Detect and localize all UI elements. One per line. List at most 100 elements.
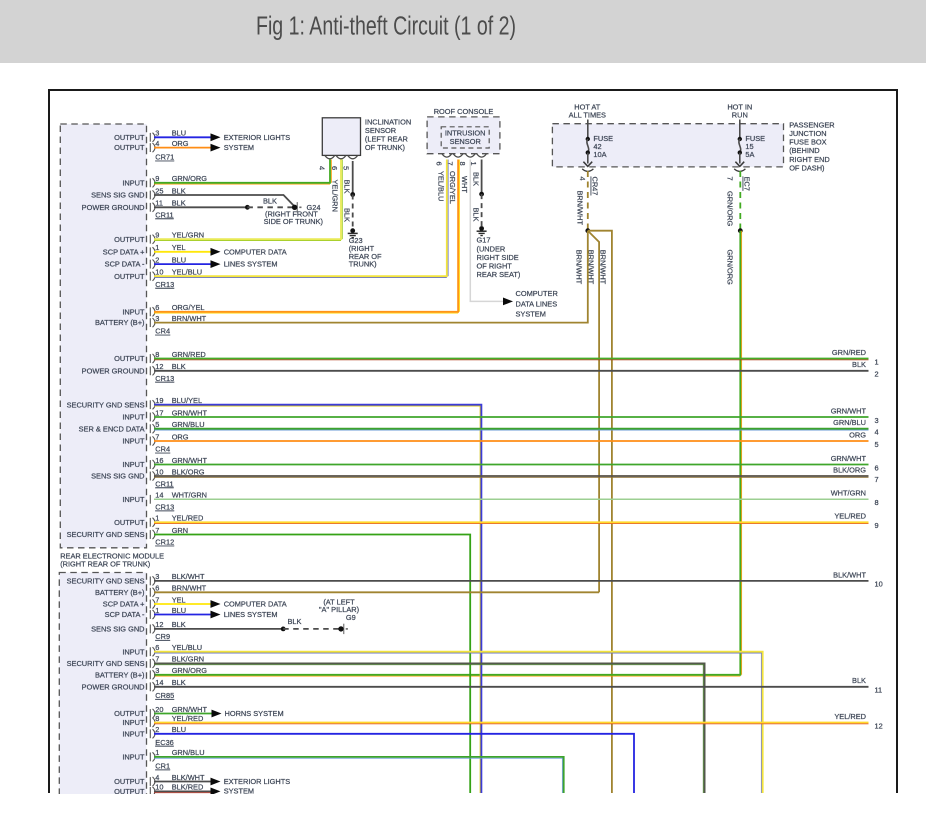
svg-text:BLU: BLU [172,606,186,615]
svg-text:SYSTEM: SYSTEM [224,786,254,795]
svg-text:GRN/ORG: GRN/ORG [726,250,735,286]
svg-text:BLK/RED: BLK/RED [172,783,204,792]
svg-text:9: 9 [875,521,879,530]
svg-text:OUTPUT: OUTPUT [114,235,145,244]
svg-text:ROOF CONSOLE: ROOF CONSOLE [434,107,494,116]
svg-text:INPUT: INPUT [122,647,145,656]
svg-text:42: 42 [593,142,601,151]
svg-text:HORNS SYSTEM: HORNS SYSTEM [225,709,284,718]
svg-text:EC7: EC7 [742,177,751,191]
svg-text:BLK/WHT: BLK/WHT [172,773,205,782]
svg-text:OF TRUNK): OF TRUNK) [365,143,405,152]
svg-text:10: 10 [155,268,163,277]
svg-text:12: 12 [155,362,163,371]
svg-text:7: 7 [155,655,159,664]
svg-text:(RIGHT FRONT: (RIGHT FRONT [265,210,318,219]
svg-text:SYSTEM: SYSTEM [516,309,546,318]
svg-text:8: 8 [875,498,879,507]
svg-text:6: 6 [155,643,159,652]
svg-text:SYSTEM: SYSTEM [224,143,254,152]
svg-text:4: 4 [578,177,587,181]
svg-text:BLU: BLU [172,129,186,138]
svg-text:6: 6 [155,303,159,312]
svg-text:BLK: BLK [172,186,186,195]
svg-text:BRN/WHT: BRN/WHT [574,250,583,285]
svg-text:INPUT: INPUT [122,729,145,738]
svg-text:BATTERY (B+): BATTERY (B+) [95,318,145,327]
svg-text:CR11: CR11 [155,479,173,488]
svg-text:INPUT: INPUT [122,178,145,187]
svg-text:REAR ELECTRONIC MODULE: REAR ELECTRONIC MODULE [60,552,164,561]
svg-text:BLK: BLK [263,196,277,205]
svg-text:(RIGHT: (RIGHT [349,244,375,253]
svg-text:CR85: CR85 [155,691,174,700]
svg-text:12: 12 [155,620,163,629]
svg-text:SENS SIG GND: SENS SIG GND [91,625,144,634]
svg-text:OUTPUT: OUTPUT [114,787,145,796]
svg-text:7: 7 [446,162,455,166]
svg-text:BLK/GRN: BLK/GRN [172,655,204,664]
svg-text:3: 3 [875,416,879,425]
svg-text:YEL/RED: YEL/RED [172,514,204,523]
svg-text:YEL/GRN: YEL/GRN [172,231,204,240]
svg-text:9: 9 [155,231,159,240]
svg-text:POWER GROUND: POWER GROUND [82,366,145,375]
svg-text:OUTPUT: OUTPUT [114,133,145,142]
svg-text:SENS SIG GND: SENS SIG GND [91,472,144,481]
svg-text:COMPUTER: COMPUTER [516,289,558,298]
svg-text:8: 8 [155,714,159,723]
svg-text:COMPUTER DATA: COMPUTER DATA [224,600,287,609]
svg-text:INPUT: INPUT [122,413,145,422]
svg-text:CR9: CR9 [155,632,170,641]
svg-text:(UNDER: (UNDER [477,244,506,253]
svg-text:CR4: CR4 [155,445,170,454]
svg-text:GRN/ORG: GRN/ORG [726,191,735,227]
svg-text:7: 7 [155,526,159,535]
svg-text:10A: 10A [593,150,606,159]
svg-text:GRN/WHT: GRN/WHT [831,406,867,415]
svg-text:JUNCTION: JUNCTION [789,129,826,138]
svg-text:INPUT: INPUT [122,307,145,316]
svg-text:11: 11 [875,686,883,695]
svg-text:PASSENGER: PASSENGER [789,120,834,129]
svg-text:SECURITY GND SENS: SECURITY GND SENS [67,400,145,409]
svg-text:BRN/WHT: BRN/WHT [586,250,595,285]
svg-text:BLK/ORG: BLK/ORG [172,467,205,476]
svg-text:10: 10 [875,580,883,589]
svg-text:CR11: CR11 [155,210,173,219]
svg-text:EXTERIOR LIGHTS: EXTERIOR LIGHTS [224,777,291,786]
svg-text:CR71: CR71 [155,153,174,162]
svg-text:3: 3 [155,572,159,581]
svg-text:EXTERIOR LIGHTS: EXTERIOR LIGHTS [224,133,291,142]
svg-text:"A" PILLAR): "A" PILLAR) [319,605,359,614]
svg-text:BLK: BLK [172,199,186,208]
svg-text:SECURITY GND SENS: SECURITY GND SENS [67,530,145,539]
svg-text:REAR SEAT): REAR SEAT) [477,270,521,279]
svg-text:HOT IN: HOT IN [727,102,752,111]
svg-text:INPUT: INPUT [122,753,145,762]
svg-text:CR4: CR4 [155,327,170,336]
svg-text:GRN/WHT: GRN/WHT [172,705,208,714]
svg-text:EC36: EC36 [155,738,174,747]
svg-text:(AT LEFT: (AT LEFT [323,598,355,607]
svg-text:OUTPUT: OUTPUT [114,272,145,281]
svg-text:BLK: BLK [471,172,480,186]
svg-text:SCP DATA -: SCP DATA - [105,260,145,269]
svg-text:5: 5 [155,420,159,429]
svg-text:2: 2 [155,255,159,264]
svg-text:16: 16 [155,456,163,465]
svg-text:CR13: CR13 [155,503,174,512]
svg-text:OF DASH): OF DASH) [789,163,824,172]
svg-text:SENSOR: SENSOR [365,126,396,135]
svg-text:YEL/BLU: YEL/BLU [436,171,445,201]
svg-text:OUTPUT: OUTPUT [114,518,145,527]
svg-text:15: 15 [745,142,753,151]
svg-text:GRN/WHT: GRN/WHT [172,456,208,465]
svg-text:HOT AT: HOT AT [574,102,600,111]
svg-text:YEL/RED: YEL/RED [172,714,204,723]
svg-text:SENSOR: SENSOR [450,137,481,146]
svg-text:7: 7 [155,432,159,441]
svg-text:20: 20 [155,705,163,714]
svg-text:BLK: BLK [288,617,302,626]
svg-text:19: 19 [155,396,163,405]
